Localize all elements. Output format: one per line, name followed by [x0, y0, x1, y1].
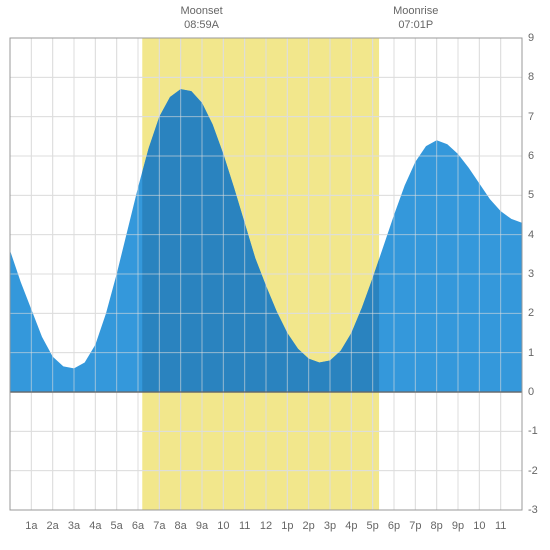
y-tick-label: 1 [528, 347, 534, 359]
x-tick-label: 12 [260, 520, 272, 532]
x-tick-label: 2a [47, 520, 59, 532]
y-tick-label: 8 [528, 71, 534, 83]
x-tick-label: 11 [239, 520, 250, 532]
x-tick-label: 1p [281, 520, 293, 532]
chart-plot-area [0, 0, 550, 550]
y-tick-label: -3 [528, 504, 538, 516]
x-tick-label: 7a [153, 520, 165, 532]
x-tick-label: 10 [473, 520, 485, 532]
y-tick-label: 7 [528, 111, 534, 123]
x-tick-label: 11 [495, 520, 506, 532]
x-tick-label: 3p [324, 520, 336, 532]
y-tick-label: 4 [528, 229, 534, 241]
x-tick-label: 10 [217, 520, 229, 532]
x-tick-label: 2p [303, 520, 315, 532]
x-tick-label: 5p [367, 520, 379, 532]
moonrise-annotation: Moonrise07:01P [393, 4, 438, 33]
moonset-annotation: Moonset08:59A [180, 4, 222, 33]
y-tick-label: 0 [528, 386, 534, 398]
y-tick-label: -2 [528, 465, 538, 477]
y-tick-label: -1 [528, 425, 538, 437]
x-tick-label: 8a [175, 520, 187, 532]
x-tick-label: 7p [409, 520, 421, 532]
y-tick-label: 2 [528, 307, 534, 319]
moonset-label: Moonset [180, 4, 222, 18]
x-tick-label: 5a [111, 520, 123, 532]
x-tick-label: 3a [68, 520, 80, 532]
moonset-time: 08:59A [180, 18, 222, 32]
moonrise-label: Moonrise [393, 4, 438, 18]
y-tick-label: 9 [528, 32, 534, 44]
x-tick-label: 4p [345, 520, 357, 532]
x-tick-label: 9a [196, 520, 208, 532]
moonrise-time: 07:01P [393, 18, 438, 32]
x-tick-label: 9p [452, 520, 464, 532]
tide-chart: Moonset08:59A Moonrise07:01P 1a 2a 3a 4a 5a 6a 7… [0, 0, 550, 550]
x-tick-label: 6a [132, 520, 144, 532]
x-tick-label: 4a [89, 520, 101, 532]
x-tick-label: 6p [388, 520, 400, 532]
y-tick-label: 6 [528, 150, 534, 162]
x-tick-label: 1a [25, 520, 37, 532]
y-tick-label: 5 [528, 189, 534, 201]
y-tick-label: 3 [528, 268, 534, 280]
x-tick-label: 8p [431, 520, 443, 532]
